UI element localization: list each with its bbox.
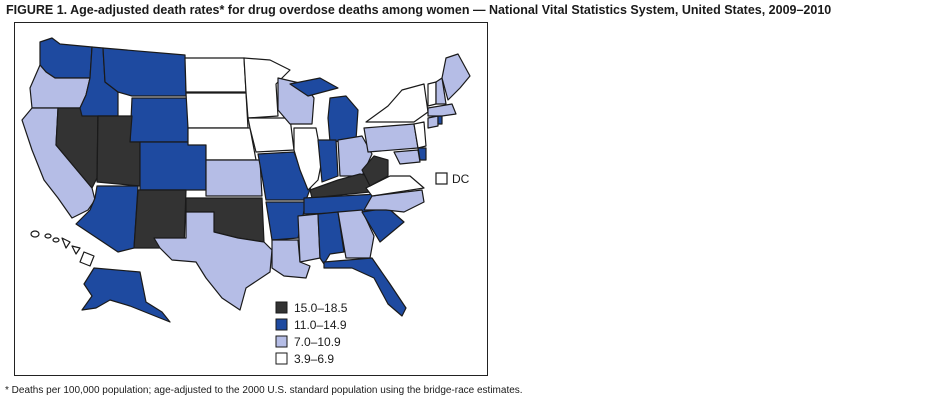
legend-swatch-4 xyxy=(275,352,288,365)
state-md xyxy=(393,149,421,165)
state-ut xyxy=(96,115,141,187)
state-co xyxy=(139,141,207,191)
state-mn xyxy=(243,57,291,119)
state-nd xyxy=(184,57,247,93)
state-ma xyxy=(427,103,457,117)
legend-swatch-1 xyxy=(275,301,288,314)
state-ar xyxy=(265,201,307,241)
state-nj xyxy=(413,121,427,149)
state-va xyxy=(365,175,425,197)
state-ks xyxy=(205,159,263,197)
state-ri xyxy=(437,115,443,125)
state-hi xyxy=(61,237,95,267)
state-in xyxy=(317,139,339,183)
state-ny xyxy=(365,83,429,123)
state-vt xyxy=(427,81,437,107)
legend-label-4: 3.9–6.9 xyxy=(294,352,334,366)
footnote: * Deaths per 100,000 population; age-adj… xyxy=(5,385,523,396)
state-il xyxy=(293,127,323,191)
state-ia xyxy=(247,117,295,153)
state-ms xyxy=(297,213,321,263)
legend-swatch-2 xyxy=(275,318,288,331)
state-tx xyxy=(153,211,273,311)
state-wy xyxy=(129,97,189,143)
hawaii-island-1 xyxy=(30,230,40,238)
hawaii-island-3 xyxy=(52,237,60,243)
state-la xyxy=(271,239,311,279)
hawaii-island-2 xyxy=(44,233,52,239)
state-ga xyxy=(337,209,375,259)
legend-label-1: 15.0–18.5 xyxy=(294,301,348,315)
state-wa xyxy=(39,37,93,79)
dc-key: DC xyxy=(435,172,470,186)
dc-label: DC xyxy=(452,172,470,186)
state-ak xyxy=(81,267,171,323)
legend-swatch-3 xyxy=(275,335,288,348)
state-me xyxy=(441,53,471,101)
state-mt xyxy=(102,47,187,97)
state-fl xyxy=(323,257,407,317)
legend: 15.0–18.5 11.0–14.9 7.0–10.9 3.9–6.9 xyxy=(275,301,348,366)
figure-title: FIGURE 1. Age-adjusted death rates* for … xyxy=(6,3,832,17)
state-pa xyxy=(363,123,419,153)
state-sd xyxy=(185,92,249,129)
states-layer xyxy=(21,37,471,323)
state-wv xyxy=(361,155,389,187)
legend-label-2: 11.0–14.9 xyxy=(294,318,347,332)
legend-label-3: 7.0–10.9 xyxy=(294,335,341,349)
dc-swatch xyxy=(435,172,448,185)
state-ct xyxy=(427,115,439,129)
state-nh xyxy=(435,77,447,105)
